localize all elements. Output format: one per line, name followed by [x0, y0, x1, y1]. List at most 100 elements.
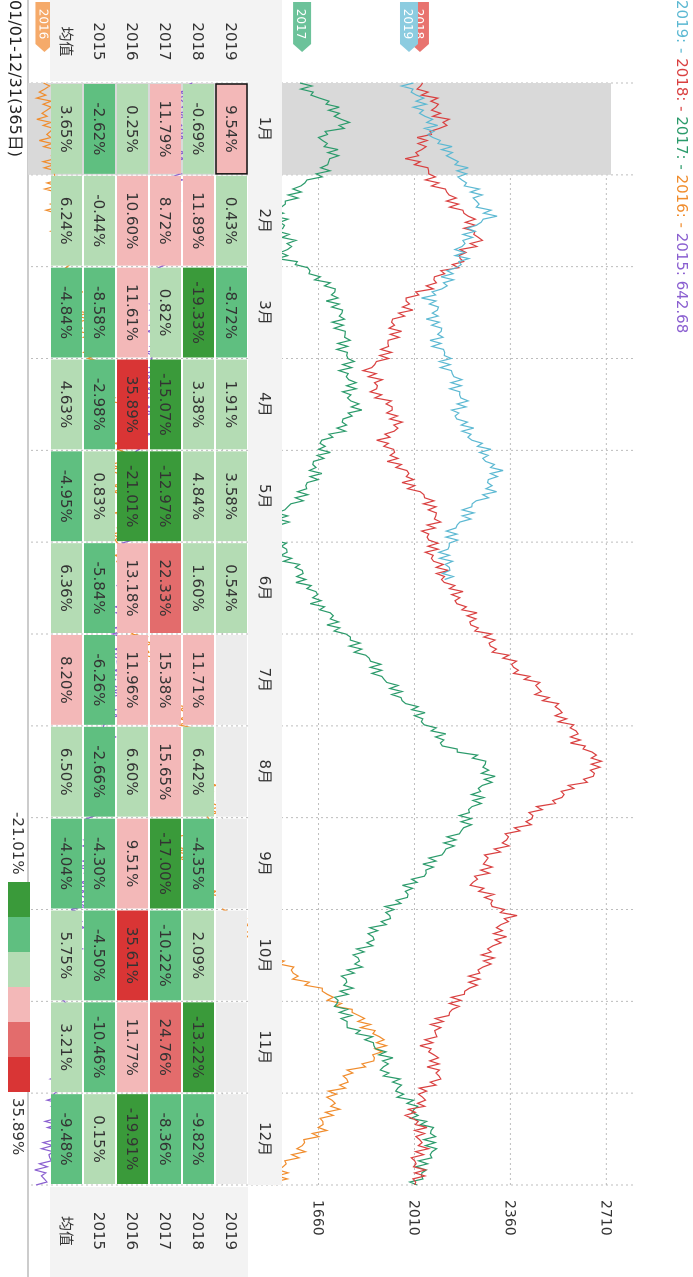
heatmap-cell-value: -4.30%	[90, 837, 108, 890]
row-label-bg	[215, 1187, 248, 1277]
heatmap-cell[interactable]	[84, 818, 115, 909]
heatmap-cell-value: 13.18%	[123, 559, 141, 616]
heatmap-cell[interactable]	[216, 910, 247, 1001]
row-label: 均值	[57, 1216, 75, 1246]
heatmap-cell[interactable]	[84, 726, 115, 817]
heatmap-cell[interactable]	[216, 359, 247, 450]
heatmap-cell[interactable]	[117, 726, 148, 817]
heatmap-cell[interactable]	[216, 726, 247, 817]
heatmap-cell[interactable]	[51, 451, 82, 542]
heatmap-cell-value: -12.97%	[156, 465, 174, 528]
heatmap-cell[interactable]	[183, 1094, 214, 1184]
heatmap-cell[interactable]	[183, 910, 214, 1001]
heatmap-cell[interactable]	[183, 359, 214, 450]
heatmap-cell[interactable]	[150, 175, 181, 266]
heatmap-cell-value: 11.96%	[123, 651, 141, 708]
heatmap-cell[interactable]	[84, 635, 115, 725]
heatmap-cell[interactable]	[84, 267, 115, 358]
month-label: 9月	[256, 851, 274, 876]
heatmap-cell[interactable]	[117, 910, 148, 1001]
heatmap-cell[interactable]	[51, 910, 82, 1001]
heatmap-cell[interactable]	[150, 1002, 181, 1093]
heatmap-cell-value: 4.63%	[57, 381, 75, 429]
heatmap-cell[interactable]	[216, 818, 247, 909]
heatmap-cell[interactable]	[51, 359, 82, 450]
heatmap-cell-value: -15.07%	[156, 373, 174, 436]
heatmap-cell[interactable]	[183, 175, 214, 266]
heatmap-cell-value: 4.84%	[189, 472, 207, 520]
heatmap-cell[interactable]	[117, 267, 148, 358]
heatmap-cell[interactable]	[117, 543, 148, 634]
heatmap-cell[interactable]	[183, 267, 214, 358]
heatmap-cell[interactable]	[84, 543, 115, 634]
heatmap-cell[interactable]	[183, 451, 214, 542]
heatmap-cell[interactable]	[51, 267, 82, 358]
row-label-bg	[215, 0, 248, 81]
heatmap-cell[interactable]	[84, 84, 115, 174]
heatmap-cell[interactable]	[84, 1002, 115, 1093]
heatmap-cell[interactable]	[150, 451, 181, 542]
heatmap-cell[interactable]	[117, 818, 148, 909]
heatmap-cell-value: 11.77%	[123, 1019, 141, 1076]
heatmap-cell-value: 2.09%	[189, 932, 207, 980]
heatmap-cell[interactable]	[84, 910, 115, 1001]
heatmap-cell-value: -21.01%	[123, 465, 141, 528]
heatmap-cell[interactable]	[150, 84, 181, 174]
heatmap-cell[interactable]	[117, 175, 148, 266]
heatmap-cell[interactable]	[150, 818, 181, 909]
y-tick-label: 2010	[405, 1200, 421, 1236]
row-label: 2019	[222, 22, 240, 60]
heatmap-cell[interactable]	[117, 451, 148, 542]
year-tag-2016[interactable]: 2016	[35, 2, 54, 52]
heatmap-cell[interactable]	[150, 726, 181, 817]
year-tag-2019[interactable]: 2019	[399, 2, 418, 52]
heatmap-cell[interactable]	[216, 635, 247, 725]
scale-max-label: 35.89%	[9, 1098, 27, 1155]
heatmap-cell[interactable]	[150, 635, 181, 725]
row-label: 2016	[123, 22, 141, 60]
heatmap-cell[interactable]	[84, 359, 115, 450]
heatmap-cell[interactable]	[51, 1094, 82, 1184]
heatmap-cell[interactable]	[150, 1094, 181, 1184]
heatmap-cell[interactable]	[51, 543, 82, 634]
heatmap-cell[interactable]	[117, 84, 148, 174]
heatmap-cell[interactable]	[51, 1002, 82, 1093]
heatmap-cell[interactable]	[183, 1002, 214, 1093]
heatmap-cell[interactable]	[51, 175, 82, 266]
heatmap-cell[interactable]	[117, 635, 148, 725]
heatmap-cell[interactable]	[117, 359, 148, 450]
heatmap-cell[interactable]	[117, 1094, 148, 1184]
heatmap-cell[interactable]	[216, 1094, 247, 1184]
heatmap-cell[interactable]	[216, 267, 247, 358]
series-line-2017	[266, 82, 496, 1186]
heatmap-cell[interactable]	[183, 635, 214, 725]
row-label-bg	[182, 1187, 215, 1277]
heatmap-cell[interactable]	[51, 818, 82, 909]
heatmap-cell[interactable]	[150, 910, 181, 1001]
heatmap-cell[interactable]	[51, 84, 82, 174]
heatmap-cell[interactable]	[183, 84, 214, 174]
heatmap-cell[interactable]	[216, 84, 247, 174]
heatmap-cell[interactable]	[84, 175, 115, 266]
year-tag-2017[interactable]: 2017	[293, 2, 312, 52]
heatmap-cell[interactable]	[117, 1002, 148, 1093]
heatmap-cell[interactable]	[183, 818, 214, 909]
heatmap-cell-value: -0.44%	[90, 194, 108, 247]
heatmap-cell[interactable]	[84, 1094, 115, 1184]
heatmap-cell-value: -10.46%	[90, 1016, 108, 1079]
row-label: 2017	[156, 22, 174, 60]
heatmap-cell[interactable]	[216, 175, 247, 266]
heatmap-cell[interactable]	[84, 451, 115, 542]
heatmap-cell[interactable]	[51, 635, 82, 725]
heatmap-cell[interactable]	[216, 543, 247, 634]
heatmap-cell[interactable]	[216, 451, 247, 542]
heatmap-cell[interactable]	[150, 543, 181, 634]
heatmap-cell[interactable]	[183, 726, 214, 817]
heatmap-cell[interactable]	[216, 1002, 247, 1093]
heatmap-cell[interactable]	[150, 359, 181, 450]
heatmap-cell[interactable]	[150, 267, 181, 358]
heatmap-cell[interactable]	[183, 543, 214, 634]
selected-cell-outline	[215, 83, 248, 175]
heatmap-cell[interactable]	[51, 726, 82, 817]
